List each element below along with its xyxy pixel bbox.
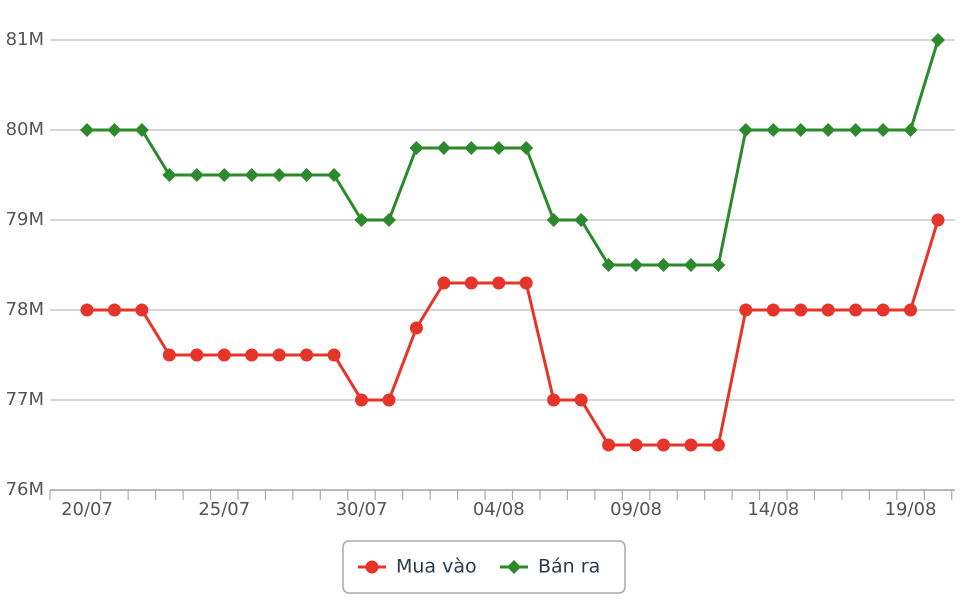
x-tick-label: 14/08 <box>747 499 799 520</box>
data-point <box>80 303 94 317</box>
data-point <box>711 258 726 272</box>
data-point <box>355 393 369 407</box>
data-point <box>217 168 232 182</box>
data-point <box>272 348 286 362</box>
data-point <box>821 303 835 317</box>
data-point <box>546 213 561 227</box>
legend-label: Mua vào <box>396 556 477 578</box>
data-point <box>876 123 891 137</box>
data-point <box>464 276 478 290</box>
y-tick-label: 81M <box>6 29 44 50</box>
data-point <box>464 141 479 155</box>
data-point <box>519 141 534 155</box>
data-point <box>436 141 451 155</box>
data-point <box>793 123 808 137</box>
data-point <box>931 33 945 47</box>
data-point <box>738 123 753 137</box>
y-tick-label: 78M <box>6 299 44 320</box>
data-point <box>217 348 231 362</box>
data-point <box>629 258 644 272</box>
data-point <box>821 123 836 137</box>
y-tick-label: 77M <box>6 389 44 410</box>
data-point <box>848 123 863 137</box>
data-point <box>491 141 506 155</box>
x-tick-label: 20/07 <box>61 499 113 520</box>
data-point <box>299 168 314 182</box>
data-point <box>162 168 177 182</box>
x-tick-label: 25/07 <box>198 499 250 520</box>
data-point <box>189 168 204 182</box>
data-point <box>601 258 616 272</box>
data-point <box>629 438 643 452</box>
data-point <box>107 303 121 317</box>
y-tick-label: 79M <box>6 209 44 230</box>
data-point <box>903 123 918 137</box>
data-point <box>547 393 561 407</box>
y-tick-label: 80M <box>6 119 44 140</box>
legend-marker <box>507 560 521 574</box>
data-point <box>135 303 149 317</box>
data-point <box>437 276 451 290</box>
data-point <box>134 123 149 137</box>
data-point <box>656 438 670 452</box>
data-point <box>519 276 533 290</box>
data-point <box>190 348 204 362</box>
data-point <box>409 321 423 335</box>
data-point <box>354 213 369 227</box>
x-tick-label: 19/08 <box>885 499 937 520</box>
data-point <box>684 438 698 452</box>
legend-label: Bán ra <box>538 556 600 578</box>
data-point <box>602 438 616 452</box>
data-point <box>382 393 396 407</box>
data-point <box>904 303 918 317</box>
data-point <box>766 123 781 137</box>
data-point <box>739 303 753 317</box>
legend-marker <box>365 560 379 574</box>
data-point <box>711 438 725 452</box>
data-point <box>327 348 341 362</box>
data-point <box>656 258 671 272</box>
x-tick-label: 30/07 <box>336 499 388 520</box>
data-point <box>381 213 396 227</box>
data-point <box>245 348 259 362</box>
data-point <box>327 168 342 182</box>
x-tick-label: 09/08 <box>610 499 662 520</box>
x-tick-label: 04/08 <box>473 499 525 520</box>
data-point <box>272 168 287 182</box>
data-point <box>574 213 589 227</box>
data-point <box>683 258 698 272</box>
data-point <box>409 141 424 155</box>
data-point <box>849 303 863 317</box>
data-point <box>162 348 176 362</box>
y-tick-label: 76M <box>6 479 44 500</box>
series-line <box>87 39 940 267</box>
data-point <box>80 123 94 137</box>
data-point <box>492 276 506 290</box>
data-point <box>300 348 314 362</box>
legend-box <box>342 540 626 594</box>
data-point <box>244 168 259 182</box>
data-point <box>574 393 588 407</box>
data-point <box>876 303 890 317</box>
data-point <box>794 303 808 317</box>
data-point <box>931 213 945 227</box>
series-line <box>87 219 940 447</box>
data-point <box>107 123 122 137</box>
data-point <box>766 303 780 317</box>
